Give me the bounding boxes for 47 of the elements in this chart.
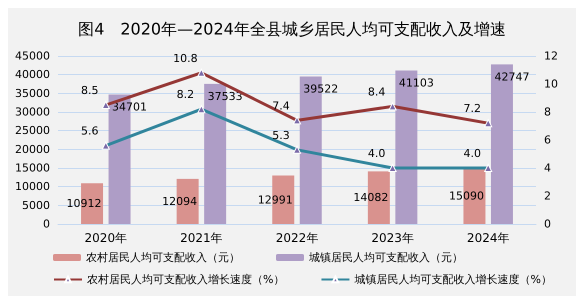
x-tick-label: 2023年 (371, 231, 414, 245)
chart-title: 图4 2020年—2024年全县城乡居民人均可支配收入及增速 (78, 20, 506, 38)
data-label: 15090 (448, 189, 484, 202)
data-label: 12991 (258, 193, 293, 206)
data-label: 10.8 (173, 52, 198, 65)
data-label: 10912 (66, 197, 102, 210)
y-tick-label: 20000 (15, 142, 50, 156)
y-tick-label: 5000 (22, 198, 50, 212)
x-tick-label: 2022年 (276, 231, 318, 245)
y2-tick-label: 0 (544, 218, 551, 230)
x-tick-label: 2020年 (84, 231, 128, 245)
data-label: 41103 (398, 76, 434, 90)
legend-label: 农村居民人均可支配收入（元） (86, 251, 240, 264)
data-label: 12094 (162, 194, 198, 208)
y-tick-label: 0 (43, 218, 50, 230)
y2-tick-label: 12 (544, 50, 558, 62)
y2-tick-label: 8 (544, 106, 551, 118)
legend-label: 农村居民人均可支配收入增长速度（%） (87, 273, 284, 286)
y2-tick-label: 6 (544, 134, 551, 146)
x-tick-label: 2024年 (466, 231, 510, 245)
data-label: 5.6 (81, 124, 99, 138)
data-label: 5.3 (272, 128, 290, 142)
y2-tick-label: 4 (544, 162, 551, 174)
y-tick-label: 40000 (15, 68, 50, 82)
data-label: 34701 (112, 100, 148, 114)
y-tick-label: 45000 (15, 50, 50, 62)
y-tick-label: 25000 (15, 124, 50, 138)
data-label: 7.2 (463, 102, 481, 116)
data-label: 14082 (353, 191, 388, 204)
y-tick-label: 30000 (15, 106, 50, 118)
data-label: 8.2 (176, 88, 194, 102)
y-tick-label: 15000 (15, 162, 50, 174)
y-tick-label: 10000 (15, 180, 50, 194)
data-label: 7.4 (272, 99, 290, 112)
data-label: 37533 (208, 90, 243, 103)
data-label: 42747 (494, 70, 530, 84)
y2-tick-label: 2 (544, 190, 551, 202)
legend-label: 城镇居民人均可支配收入增长速度（%） (353, 273, 552, 286)
data-label: 4.0 (368, 147, 386, 160)
data-label: 4.0 (463, 147, 481, 160)
x-tick-label: 2021年 (180, 231, 223, 245)
legend-label: 城镇居民人均可支配收入（元） (308, 251, 463, 264)
data-label: 8.4 (368, 85, 386, 98)
data-label: 8.5 (81, 84, 99, 97)
data-label: 39522 (303, 82, 338, 96)
y2-tick-label: 10 (544, 78, 558, 90)
y-tick-label: 35000 (15, 86, 50, 100)
